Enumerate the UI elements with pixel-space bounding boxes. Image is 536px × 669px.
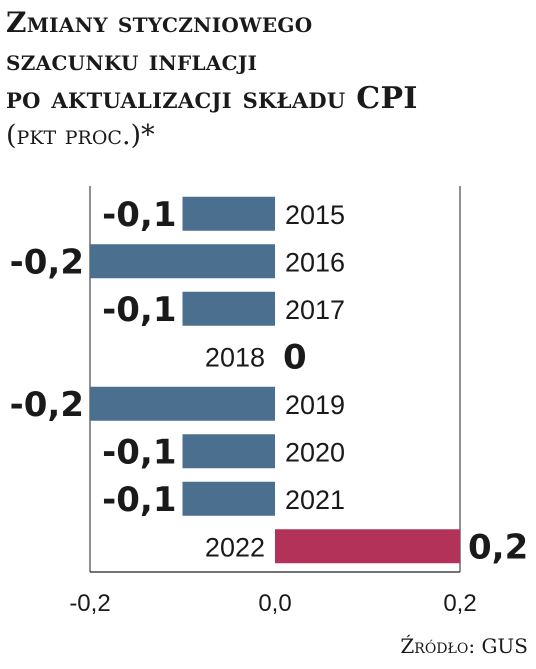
- bar-2021: [182, 481, 275, 516]
- bar-2020: [182, 434, 275, 469]
- bar-2017: [182, 291, 275, 326]
- chart-subtitle: (pkt proc.)*: [6, 120, 155, 151]
- category-label-2021: 2021: [285, 485, 345, 515]
- x-tick-label-2: 0,2: [443, 590, 476, 617]
- title-line-2: szacunku inflacji: [6, 44, 258, 77]
- data-label-2016: -0,2: [10, 242, 84, 282]
- category-label-2018: 2018: [205, 342, 265, 372]
- data-label-2021: -0,1: [102, 480, 176, 520]
- data-label-2015: -0,1: [102, 195, 176, 235]
- x-tick-label-1: 0,0: [258, 590, 291, 617]
- title-line-3: po aktualizacji składu CPI: [6, 81, 418, 116]
- category-label-2022: 2022: [205, 532, 265, 562]
- bar-2016: [90, 244, 275, 279]
- bar-2015: [182, 196, 275, 231]
- category-label-2016: 2016: [285, 247, 345, 277]
- data-label-2022: 0,2: [468, 527, 528, 567]
- category-label-2015: 2015: [285, 200, 345, 230]
- x-tick-label-0: -0,2: [69, 590, 110, 617]
- source-note: Źródło: GUS: [400, 634, 528, 658]
- bar-2022: [275, 529, 460, 564]
- category-label-2020: 2020: [285, 437, 345, 467]
- chart-title: Zmiany styczniowego szacunku inflacji po…: [6, 4, 534, 154]
- bar-2019: [90, 386, 275, 421]
- data-label-2018: 0: [283, 337, 307, 377]
- category-label-2017: 2017: [285, 295, 345, 325]
- title-line-1: Zmiany styczniowego: [6, 6, 313, 39]
- data-label-2020: -0,1: [102, 432, 176, 472]
- data-label-2019: -0,2: [10, 385, 84, 425]
- category-label-2019: 2019: [285, 390, 345, 420]
- data-label-2017: -0,1: [102, 290, 176, 330]
